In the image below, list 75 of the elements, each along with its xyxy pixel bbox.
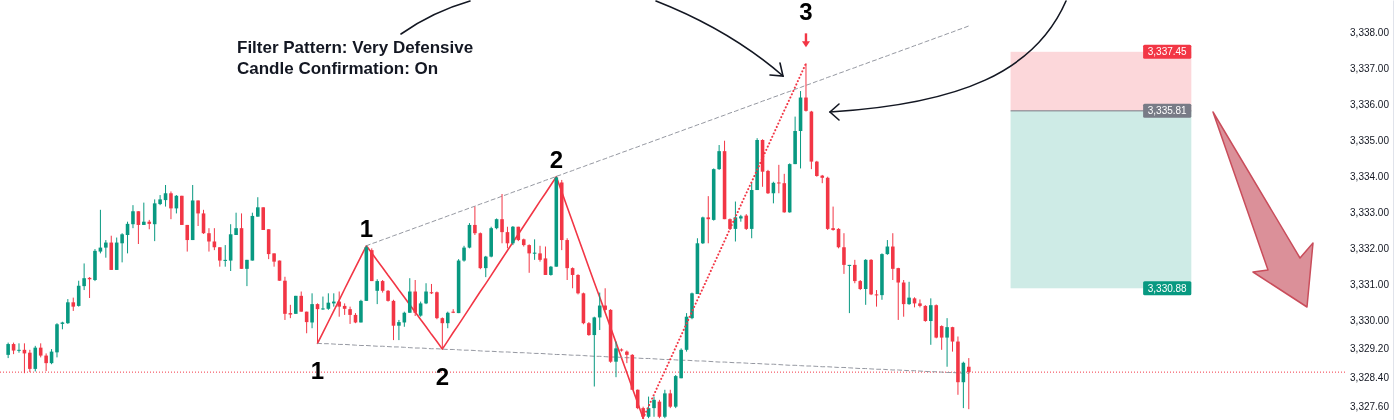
y-tick-label: 3,327.60: [1350, 401, 1390, 413]
candlestick: [945, 317, 949, 368]
candlestick: [663, 389, 667, 419]
candlestick: [17, 342, 21, 354]
candlestick: [131, 204, 135, 229]
candlestick: [218, 246, 222, 268]
candlestick: [185, 224, 190, 253]
candlestick: [310, 292, 314, 329]
y-tick-label: 3,328.40: [1350, 372, 1390, 384]
y-tick-label: 3,332.00: [1350, 242, 1390, 254]
y-tick-label: 3,334.00: [1350, 170, 1390, 182]
y-tick-label: 3,336.00: [1350, 98, 1390, 110]
y-tick-label: 3,331.00: [1350, 278, 1390, 290]
candlestick: [538, 245, 542, 263]
candlestick: [668, 389, 673, 409]
candlestick: [82, 262, 86, 291]
candlestick: [321, 296, 325, 311]
candlestick: [158, 194, 162, 206]
candlestick: [597, 292, 602, 331]
candlestick: [397, 319, 401, 341]
y-tick-label: 3,333.00: [1350, 206, 1390, 218]
candlestick: [299, 291, 304, 313]
annotation: 3: [799, 0, 813, 26]
candlestick: [614, 341, 618, 378]
candlestick: [348, 306, 352, 325]
candlestick: [603, 287, 607, 312]
y-tick-label: 3,335.00: [1350, 134, 1390, 146]
band-label: 3,330.88: [1147, 282, 1188, 294]
candlestick: [337, 291, 342, 318]
candlestick: [500, 193, 504, 244]
candlestick: [511, 225, 515, 246]
candlestick: [576, 273, 580, 295]
candlestick: [527, 243, 531, 274]
band-label: 3,337.45: [1147, 46, 1188, 58]
annotation: 1: [359, 214, 374, 242]
y-tick-label: 3,330.00: [1350, 314, 1390, 326]
candlestick: [375, 278, 379, 305]
annotation: 2: [435, 363, 450, 391]
candlestick: [407, 277, 412, 314]
annotation: Candle Confirmation: On: [237, 59, 439, 78]
candlestick: [717, 144, 721, 171]
candlestick: [207, 227, 211, 253]
candlestick: [473, 206, 477, 236]
y-tick-label: 3,337.00: [1350, 62, 1390, 74]
candlestick: [196, 199, 200, 227]
candlestick: [635, 388, 640, 410]
annotation: 1: [310, 357, 325, 385]
candlestick: [66, 298, 70, 325]
candlestick: [256, 196, 260, 218]
candlestick: [777, 164, 781, 194]
candlestick: [831, 206, 835, 232]
y-tick-label: 3,338.00: [1350, 26, 1390, 38]
candlestick: [261, 206, 266, 231]
candlestick: [245, 259, 249, 287]
candlestick: [483, 255, 488, 278]
y-tick-label: 3,329.20: [1350, 343, 1390, 355]
candlestick: [33, 345, 38, 372]
annotation: 2: [549, 145, 563, 173]
candlestick: [706, 195, 711, 244]
candlestick: [223, 244, 228, 268]
candlestick: [652, 396, 656, 418]
candlestick: [918, 298, 922, 308]
ref-line-label: 3,335.81: [1147, 105, 1188, 117]
candlestick: [120, 232, 124, 263]
candlestick: [853, 259, 857, 284]
candlestick: [169, 190, 173, 220]
candlestick: [625, 350, 629, 364]
candlestick: [424, 282, 428, 305]
annotation: Filter Pattern: Very Defensive: [237, 38, 474, 57]
candlestick: [413, 279, 417, 317]
candlestick: [766, 169, 770, 195]
candlestick: [929, 297, 933, 346]
candlestick: [842, 232, 846, 275]
candlestick: [907, 281, 911, 306]
candlestick: [142, 202, 146, 226]
